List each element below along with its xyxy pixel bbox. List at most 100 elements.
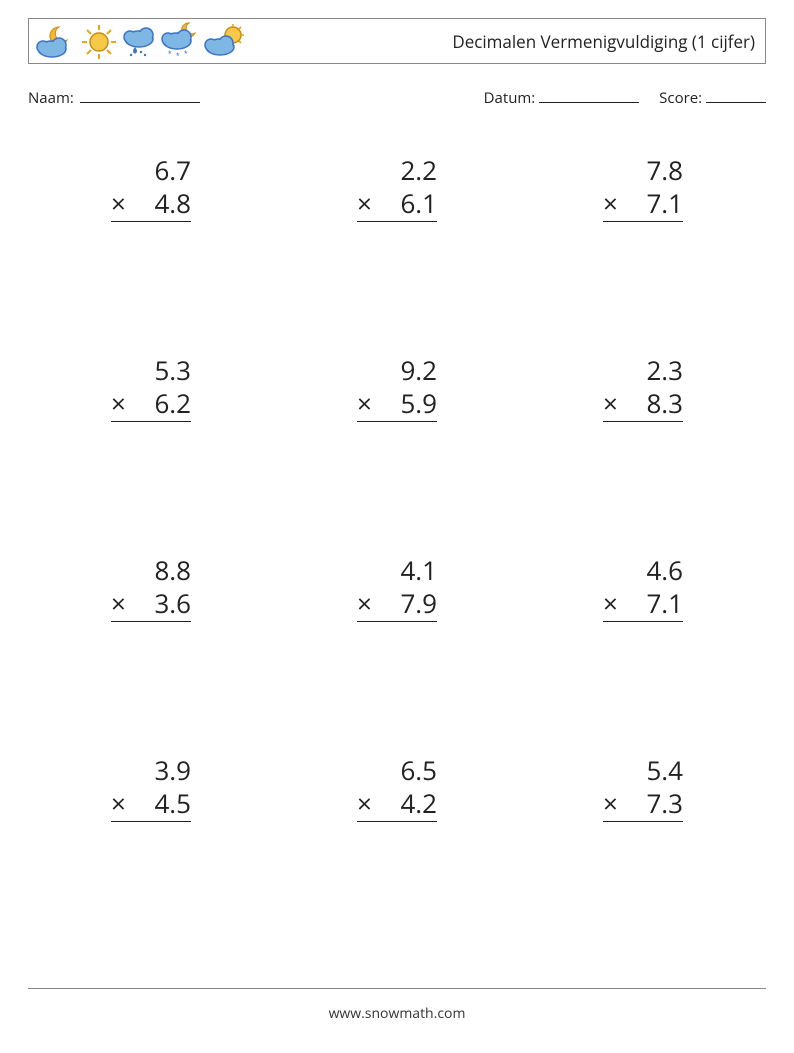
problem: 4.1×7.9 (274, 548, 520, 748)
problem-stack: 6.7×4.8 (111, 148, 191, 222)
multiplicand: 9.2 (357, 354, 437, 387)
worksheet-title: Decimalen Vermenigvuldiging (1 cijfer) (452, 30, 755, 53)
spacer (603, 754, 625, 787)
multiplier-value: 8.3 (625, 387, 683, 420)
header-box: * * * Decimalen Vermenigvul (28, 18, 766, 64)
multiplicand-value: 3.9 (133, 754, 191, 787)
moon-cloud-icon (35, 23, 79, 61)
spacer (603, 354, 625, 387)
multiplier-value: 5.9 (379, 387, 437, 420)
multiplier-line: ×4.8 (111, 187, 191, 223)
sun-icon (79, 23, 119, 61)
multiplicand: 2.3 (603, 354, 683, 387)
problem: 9.2×5.9 (274, 348, 520, 548)
multiplier-value: 6.1 (379, 187, 437, 220)
problem-stack: 2.2×6.1 (357, 148, 437, 222)
spacer (603, 154, 625, 187)
date-blank[interactable] (539, 89, 639, 103)
problem: 5.4×7.3 (520, 748, 766, 948)
multiplier-line: ×3.6 (111, 587, 191, 623)
problem: 2.2×6.1 (274, 148, 520, 348)
name-blank[interactable] (80, 89, 200, 103)
times-icon: × (357, 787, 379, 820)
multiplicand: 5.3 (111, 354, 191, 387)
problem-stack: 2.3×8.3 (603, 348, 683, 422)
footer-separator (28, 988, 766, 989)
snow-moon-cloud-icon: * * * (159, 21, 203, 61)
spacer (357, 354, 379, 387)
multiplicand: 2.2 (357, 154, 437, 187)
problem-stack: 4.1×7.9 (357, 548, 437, 622)
spacer (111, 754, 133, 787)
multiplier-value: 4.2 (379, 787, 437, 820)
problem: 6.5×4.2 (274, 748, 520, 948)
problem: 3.9×4.5 (28, 748, 274, 948)
multiplicand: 8.8 (111, 554, 191, 587)
times-icon: × (111, 387, 133, 420)
multiplicand-value: 2.2 (379, 154, 437, 187)
meta-name: Naam: (28, 88, 200, 108)
times-icon: × (603, 587, 625, 620)
multiplicand-value: 7.8 (625, 154, 683, 187)
spacer (111, 354, 133, 387)
multiplier-value: 4.8 (133, 187, 191, 220)
times-icon: × (357, 187, 379, 220)
weather-icons: * * * (35, 21, 247, 61)
spacer (357, 554, 379, 587)
svg-text:*: * (176, 51, 180, 61)
times-icon: × (357, 587, 379, 620)
name-label: Naam: (28, 88, 74, 108)
multiplier-line: ×4.2 (357, 787, 437, 823)
spacer (111, 554, 133, 587)
multiplicand: 7.8 (603, 154, 683, 187)
multiplier-value: 7.1 (625, 587, 683, 620)
spacer (357, 754, 379, 787)
footer-text: www.snowmath.com (0, 1004, 794, 1023)
multiplicand: 4.6 (603, 554, 683, 587)
problem: 7.8×7.1 (520, 148, 766, 348)
multiplicand-value: 6.5 (379, 754, 437, 787)
multiplier-value: 7.9 (379, 587, 437, 620)
times-icon: × (603, 187, 625, 220)
problem-stack: 5.4×7.3 (603, 748, 683, 822)
multiplier-value: 3.6 (133, 587, 191, 620)
meta-date: Datum: (484, 88, 640, 108)
multiplier-value: 7.1 (625, 187, 683, 220)
svg-text:*: * (168, 49, 172, 59)
problem-stack: 6.5×4.2 (357, 748, 437, 822)
multiplicand: 6.5 (357, 754, 437, 787)
multiplicand-value: 8.8 (133, 554, 191, 587)
multiplicand-value: 4.6 (625, 554, 683, 587)
multiplier-line: ×7.1 (603, 587, 683, 623)
times-icon: × (357, 387, 379, 420)
meta-score: Score: (659, 88, 766, 108)
sun-cloud-icon (203, 23, 247, 61)
multiplier-line: ×4.5 (111, 787, 191, 823)
problems-grid: 6.7×4.8 2.2×6.1 7.8×7.1 5.3×6.2 9.2×5.9 … (28, 148, 766, 948)
multiplier-line: ×7.9 (357, 587, 437, 623)
times-icon: × (111, 787, 133, 820)
problem-stack: 3.9×4.5 (111, 748, 191, 822)
multiplier-line: ×6.2 (111, 387, 191, 423)
spacer (111, 154, 133, 187)
multiplicand: 5.4 (603, 754, 683, 787)
problem: 2.3×8.3 (520, 348, 766, 548)
problem-stack: 5.3×6.2 (111, 348, 191, 422)
times-icon: × (603, 787, 625, 820)
multiplicand: 3.9 (111, 754, 191, 787)
worksheet-page: * * * Decimalen Vermenigvul (0, 0, 794, 1053)
problem-stack: 8.8×3.6 (111, 548, 191, 622)
multiplier-value: 4.5 (133, 787, 191, 820)
multiplicand-value: 9.2 (379, 354, 437, 387)
svg-text:*: * (184, 49, 188, 59)
problem: 6.7×4.8 (28, 148, 274, 348)
multiplicand-value: 4.1 (379, 554, 437, 587)
multiplier-value: 7.3 (625, 787, 683, 820)
score-label: Score: (659, 88, 702, 108)
multiplier-value: 6.2 (133, 387, 191, 420)
multiplier-line: ×7.3 (603, 787, 683, 823)
problem: 4.6×7.1 (520, 548, 766, 748)
score-blank[interactable] (706, 89, 766, 103)
multiplicand-value: 2.3 (625, 354, 683, 387)
multiplier-line: ×7.1 (603, 187, 683, 223)
